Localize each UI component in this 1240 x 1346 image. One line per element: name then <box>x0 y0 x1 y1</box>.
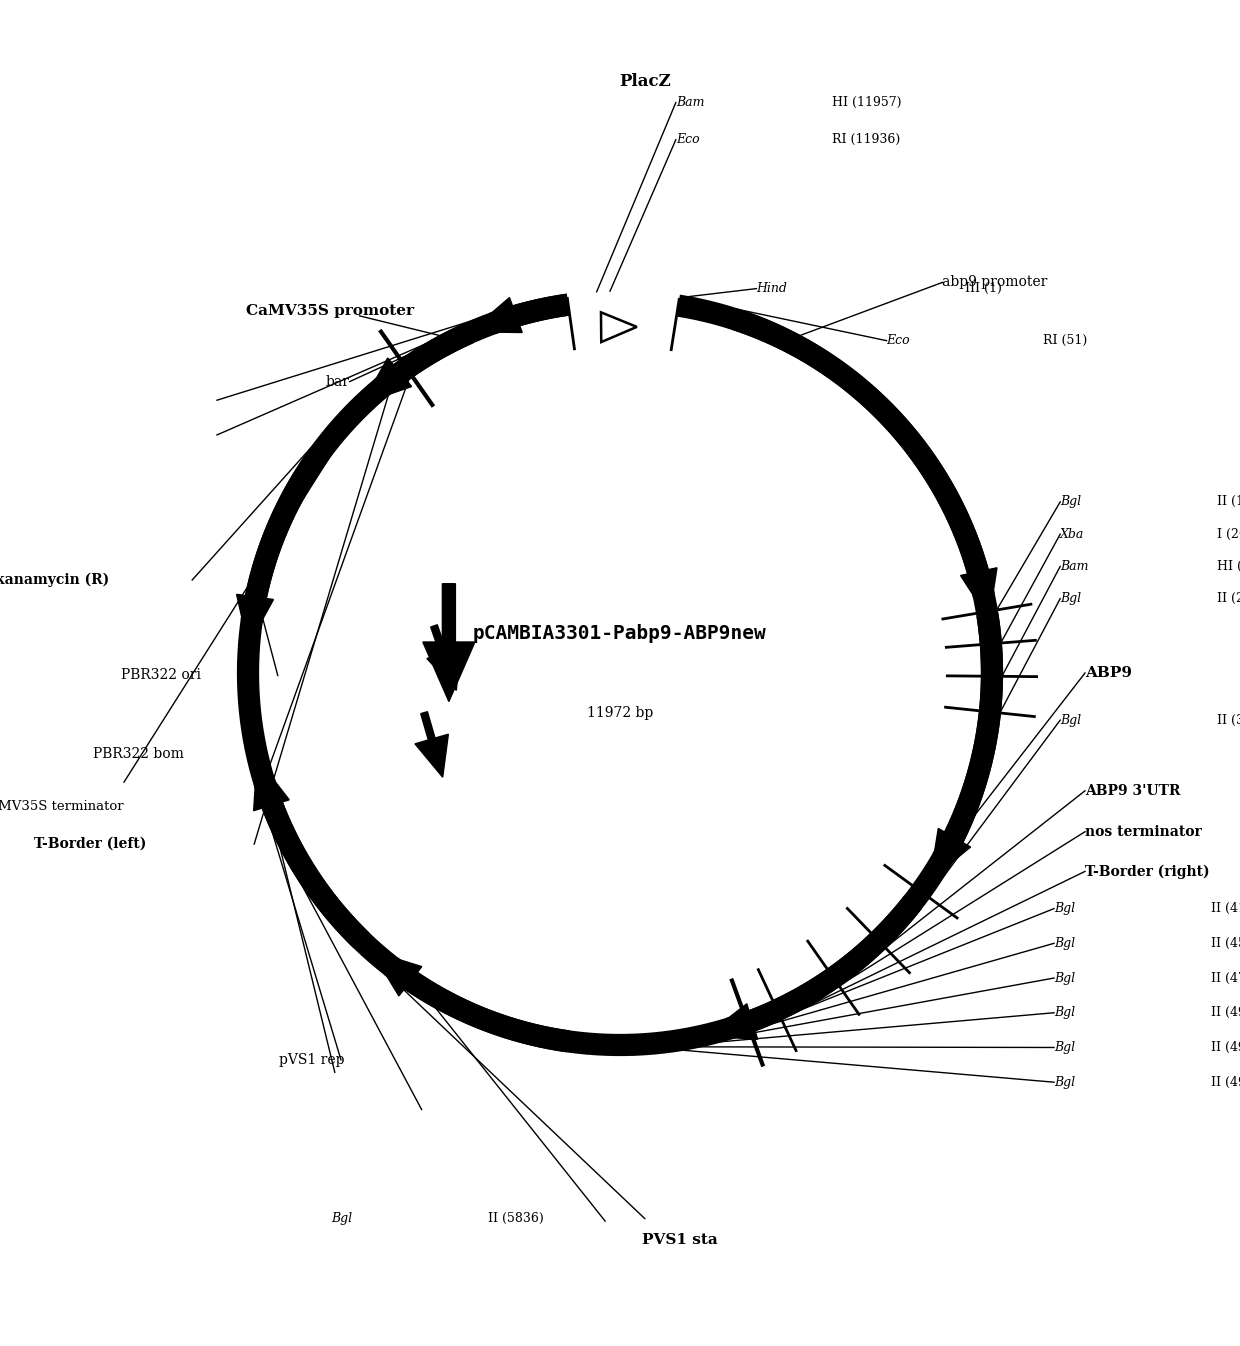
Text: 11972 bp: 11972 bp <box>587 705 653 720</box>
Polygon shape <box>372 952 422 996</box>
FancyArrow shape <box>415 712 449 777</box>
Text: Bgl: Bgl <box>1054 1040 1075 1054</box>
Text: II (4774): II (4774) <box>1210 972 1240 984</box>
Text: pCAMBIA3301-Pabp9-ABP9new: pCAMBIA3301-Pabp9-ABP9new <box>474 623 766 643</box>
Text: II (1962): II (1962) <box>1216 495 1240 509</box>
Text: II (3205): II (3205) <box>1216 713 1240 727</box>
Text: CaMV35S terminator: CaMV35S terminator <box>0 801 124 813</box>
Text: Eco: Eco <box>676 133 699 147</box>
Text: HI (2177): HI (2177) <box>1216 560 1240 573</box>
Text: I (2055): I (2055) <box>1216 528 1240 541</box>
Text: II (2436): II (2436) <box>1216 592 1240 606</box>
Text: Bam: Bam <box>1060 560 1089 573</box>
Text: kanamycin (R): kanamycin (R) <box>0 573 109 587</box>
Text: PVS1 sta: PVS1 sta <box>641 1233 718 1248</box>
Text: T-Border (right): T-Border (right) <box>1085 864 1210 879</box>
Polygon shape <box>362 358 412 404</box>
Text: Bgl: Bgl <box>1054 902 1075 915</box>
Text: nos terminator: nos terminator <box>1085 825 1202 839</box>
Text: II (4962): II (4962) <box>1210 1007 1240 1019</box>
Text: II (4154): II (4154) <box>1210 902 1240 915</box>
Text: Bgl: Bgl <box>1060 713 1081 727</box>
Polygon shape <box>961 568 997 619</box>
FancyArrow shape <box>427 625 460 690</box>
FancyArrow shape <box>423 584 475 701</box>
Text: II (4540): II (4540) <box>1210 937 1240 950</box>
Text: bar: bar <box>326 374 350 389</box>
Text: T-Border (left): T-Border (left) <box>33 837 146 851</box>
Text: Bgl: Bgl <box>1054 972 1075 984</box>
Text: Bam: Bam <box>676 96 704 109</box>
Polygon shape <box>706 1004 758 1039</box>
Text: Bgl: Bgl <box>1060 495 1081 509</box>
Text: CaMV35S promoter: CaMV35S promoter <box>246 304 413 318</box>
Text: Bgl: Bgl <box>1054 1075 1075 1089</box>
Text: II (4974): II (4974) <box>1210 1040 1240 1054</box>
Text: Eco: Eco <box>887 334 910 347</box>
Text: ABP9 3'UTR: ABP9 3'UTR <box>1085 783 1180 798</box>
Text: PBR322 bom: PBR322 bom <box>93 747 184 760</box>
Text: HI (11957): HI (11957) <box>832 96 901 109</box>
Text: Xba: Xba <box>1060 528 1085 541</box>
Text: PlacZ: PlacZ <box>619 73 671 90</box>
Polygon shape <box>237 595 274 646</box>
Text: RI (51): RI (51) <box>1043 334 1087 347</box>
Text: RI (11936): RI (11936) <box>832 133 900 147</box>
Text: ABP9: ABP9 <box>1085 666 1132 680</box>
Text: Bgl: Bgl <box>331 1213 352 1225</box>
Text: Hind: Hind <box>756 283 787 295</box>
Text: II (4983): II (4983) <box>1210 1075 1240 1089</box>
Text: Bgl: Bgl <box>1054 937 1075 950</box>
Text: abp9 promoter: abp9 promoter <box>942 276 1048 289</box>
Polygon shape <box>254 758 289 810</box>
Text: III (1): III (1) <box>965 283 1002 295</box>
Polygon shape <box>930 828 971 880</box>
Text: Bgl: Bgl <box>1054 1007 1075 1019</box>
Text: Bgl: Bgl <box>1060 592 1081 606</box>
Text: pVS1 rep: pVS1 rep <box>279 1053 345 1067</box>
Polygon shape <box>470 297 522 332</box>
Text: II (5836): II (5836) <box>489 1213 544 1225</box>
Text: PBR322 ori: PBR322 ori <box>120 669 201 682</box>
